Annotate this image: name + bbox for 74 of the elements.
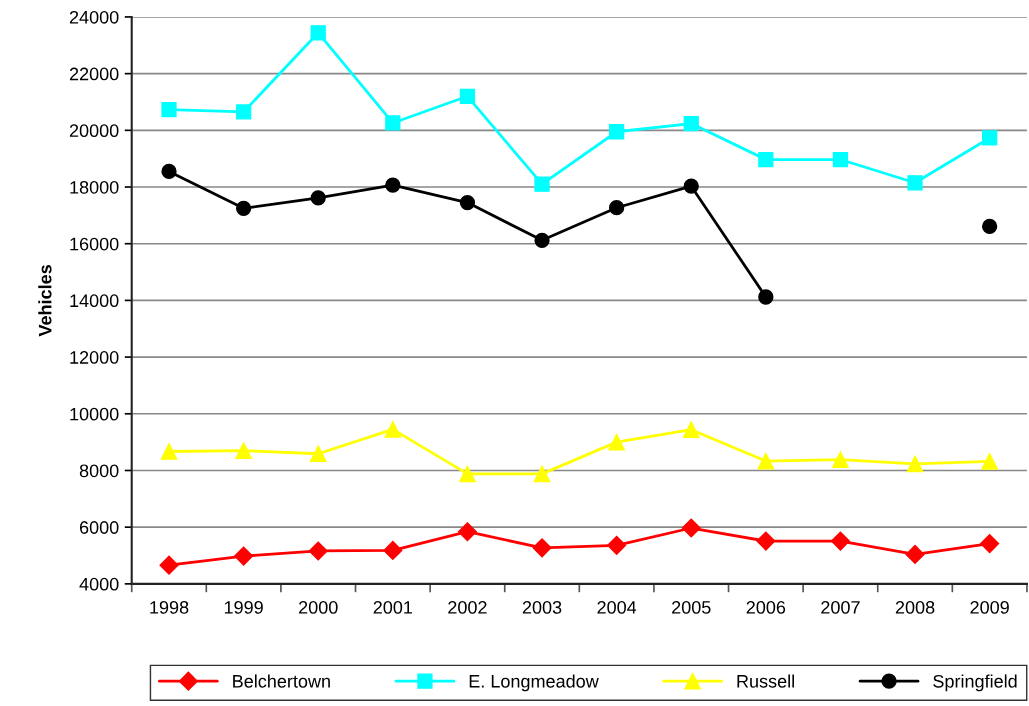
- x-tick-label: 2001: [373, 601, 413, 614]
- point: [159, 555, 179, 575]
- point: [980, 534, 1000, 554]
- point: [608, 200, 625, 216]
- point: [533, 465, 551, 483]
- point: [607, 535, 627, 555]
- x-tick-label: 2006: [746, 601, 786, 614]
- point: [310, 25, 326, 41]
- point: [832, 451, 849, 469]
- point: [385, 115, 401, 131]
- point: [758, 151, 774, 168]
- x-tick-label: 1998: [150, 601, 189, 614]
- point: [906, 455, 924, 473]
- point: [385, 177, 401, 193]
- point: [982, 218, 998, 235]
- point: [682, 421, 700, 438]
- point: [608, 433, 625, 451]
- x-tick-label: 2002: [448, 601, 487, 614]
- point: [683, 115, 699, 132]
- point: [532, 538, 552, 558]
- x-tick-label: 2004: [597, 601, 637, 614]
- point: [308, 541, 328, 561]
- legend-label: Russell: [737, 674, 794, 688]
- y-tick-label: 22000: [69, 67, 119, 81]
- point: [830, 531, 850, 551]
- x-tick-label: 2009: [970, 601, 1009, 614]
- point: [459, 88, 476, 104]
- point: [235, 200, 252, 216]
- x-tick-label: 2003: [522, 601, 562, 614]
- y-tick-label: 10000: [70, 407, 119, 421]
- point: [234, 546, 254, 566]
- point: [608, 124, 625, 140]
- point: [756, 531, 776, 551]
- y-axis-title: Vehicles: [38, 265, 52, 337]
- y-tick-label: 24000: [69, 10, 119, 24]
- point: [383, 540, 403, 560]
- y-tick-label: 18000: [70, 180, 119, 194]
- y-tick-label: 8000: [79, 464, 119, 478]
- y-tick-label: 6000: [79, 521, 119, 534]
- point: [235, 104, 252, 120]
- legend-label: Belchertown: [233, 674, 330, 688]
- x-tick-label: 2007: [821, 601, 860, 614]
- point: [757, 452, 775, 470]
- point: [384, 421, 402, 438]
- point: [534, 176, 550, 192]
- point: [905, 544, 925, 564]
- y-tick-label: 4000: [79, 577, 119, 591]
- point: [982, 130, 998, 146]
- point: [309, 445, 327, 463]
- x-tick-label: 2008: [895, 601, 935, 614]
- point: [907, 175, 923, 191]
- x-tick-label: 1999: [224, 601, 263, 614]
- point: [683, 178, 699, 194]
- y-tick-label: 12000: [70, 351, 119, 364]
- point: [310, 190, 326, 206]
- point: [681, 518, 701, 538]
- point: [161, 101, 177, 118]
- point: [534, 232, 550, 248]
- point: [160, 443, 178, 460]
- y-tick-label: 20000: [69, 124, 119, 138]
- y-tick-label: 16000: [70, 237, 119, 251]
- legend-label: Springfield: [933, 674, 1017, 692]
- y-tick-label: 14000: [70, 294, 119, 308]
- legend-label: E. Longmeadow: [469, 674, 599, 692]
- x-tick-label: 2005: [672, 601, 711, 614]
- point: [981, 453, 998, 470]
- point: [161, 163, 177, 180]
- point: [758, 289, 774, 305]
- point: [459, 465, 476, 483]
- x-tick-label: 2000: [299, 601, 338, 614]
- point: [832, 151, 849, 168]
- point: [235, 442, 252, 459]
- point: [457, 522, 477, 542]
- point: [459, 194, 476, 211]
